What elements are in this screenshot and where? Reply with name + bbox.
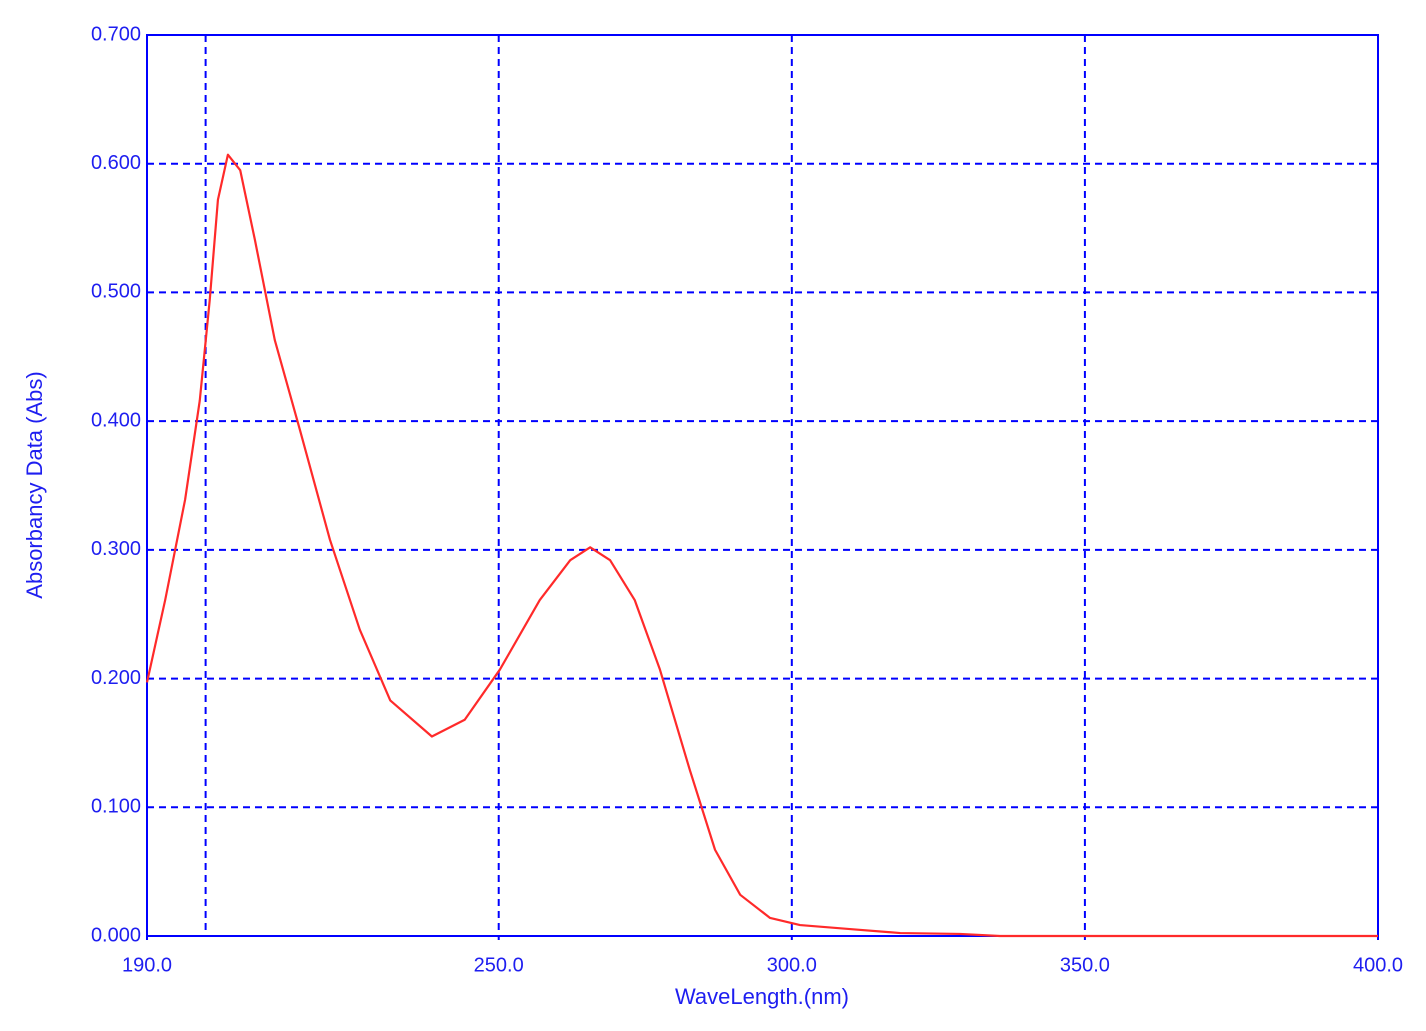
x-tick-label: 250.0	[474, 954, 524, 976]
spectrum-line	[145, 153, 1378, 938]
x-tick-label: 400.0	[1353, 954, 1403, 976]
x-tick-label: 300.0	[767, 954, 817, 976]
y-axis-title: Absorbancy Data (Abs)	[22, 371, 47, 598]
y-tick-label: 0.000	[91, 924, 141, 946]
x-tick-label: 350.0	[1060, 954, 1110, 976]
y-tick-label: 0.500	[91, 281, 141, 303]
y-tick-label: 0.200	[91, 667, 141, 689]
plot-frame	[146, 34, 1379, 937]
x-axis-title: WaveLength.(nm)	[675, 984, 849, 1009]
y-tick-label: 0.100	[91, 796, 141, 818]
y-tick-label: 0.700	[91, 23, 141, 45]
y-tick-label: 0.300	[91, 538, 141, 560]
y-tick-label: 0.400	[91, 409, 141, 431]
x-tick-label: 190.0	[122, 954, 172, 976]
y-tick-label: 0.600	[91, 152, 141, 174]
